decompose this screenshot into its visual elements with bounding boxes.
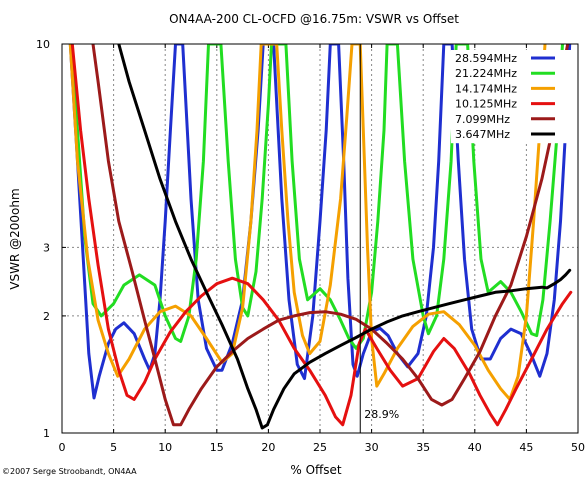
- x-tick-label: 45: [519, 441, 533, 454]
- x-tick-label: 20: [261, 441, 275, 454]
- x-tick-label: 35: [416, 441, 430, 454]
- y-tick-label: 3: [43, 241, 50, 254]
- grid-lines: [62, 44, 578, 433]
- series-line-3.647MHz: [117, 44, 572, 430]
- x-tick-label: 15: [210, 441, 224, 454]
- offset-marker-label: 28.9%: [364, 408, 399, 421]
- legend-label: 14.174MHz: [455, 82, 517, 95]
- plot-frame: [61, 43, 579, 434]
- y-axis-label: VSWR @200ohm: [8, 188, 22, 289]
- series-line-14.174MHz: [68, 44, 547, 401]
- x-axis-label: % Offset: [290, 463, 342, 477]
- y-tick-label: 1: [43, 427, 50, 440]
- x-tick-label: 10: [158, 441, 172, 454]
- copyright-note: ©2007 Serge Stroobandt, ON4AA: [2, 467, 137, 476]
- x-tick-label: 50: [571, 441, 585, 454]
- legend-background: [451, 50, 573, 144]
- chart-title: ON4AA-200 CL-OCFD @16.75m: VSWR vs Offse…: [169, 12, 459, 26]
- x-tick-label: 30: [365, 441, 379, 454]
- x-tick-label: 25: [313, 441, 327, 454]
- series-lines: [68, 44, 573, 430]
- x-tick-label: 0: [59, 441, 66, 454]
- series-line-21.224MHz: [69, 44, 564, 350]
- y-tick-label: 2: [43, 310, 50, 323]
- legend-label: 7.099MHz: [455, 113, 510, 126]
- legend-label: 3.647MHz: [455, 128, 510, 141]
- x-tick-label: 40: [468, 441, 482, 454]
- axis-ticks: 0 5 10 15 20 25 30 35 40 45 50 1 2 3 10: [36, 38, 585, 454]
- y-tick-label: 10: [36, 38, 50, 51]
- series-line-10.125MHz: [70, 44, 573, 427]
- legend: 28.594MHz 21.224MHz 14.174MHz 10.125MHz 7.09…: [451, 50, 573, 144]
- x-tick-label: 5: [110, 441, 117, 454]
- legend-label: 21.224MHz: [455, 67, 517, 80]
- legend-label: 28.594MHz: [455, 52, 517, 65]
- series-line-7.099MHz: [91, 44, 570, 427]
- legend-label: 10.125MHz: [455, 98, 517, 111]
